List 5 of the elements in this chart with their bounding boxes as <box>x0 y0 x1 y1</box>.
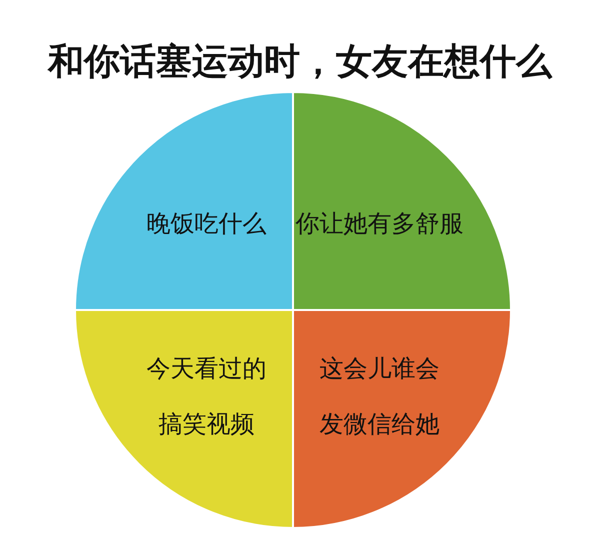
chart-title: 和你话塞运动时，女友在想什么 <box>47 42 553 82</box>
slice-label: 晚饭吃什么 <box>146 210 267 238</box>
slice-label: 今天看过的搞笑视频 <box>146 354 267 438</box>
slice-label: 你让她有多舒服 <box>294 210 464 238</box>
slice-label: 这会儿谁会发微信给她 <box>319 354 440 438</box>
